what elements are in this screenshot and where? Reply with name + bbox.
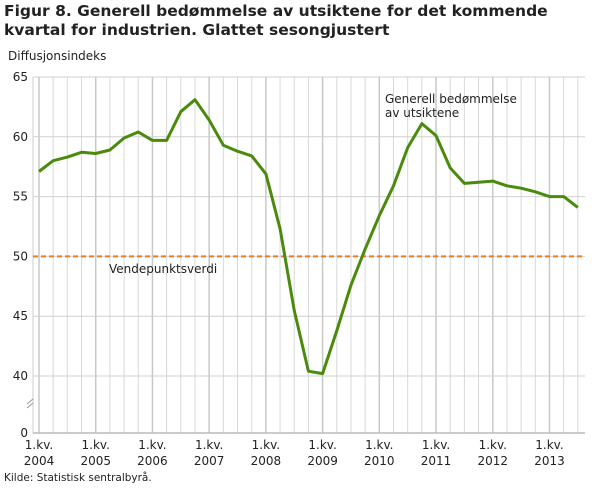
x-tick-label: 1.kv.: [308, 438, 336, 452]
x-tick-label: 1.kv.: [365, 438, 393, 452]
y-axis-label: Diffusjonsindeks: [8, 49, 107, 63]
x-tick-label: 1.kv.: [535, 438, 563, 452]
x-tick-year: 2006: [137, 454, 168, 468]
x-tick-year: 2007: [194, 454, 225, 468]
y-tick-label: 65: [13, 70, 28, 84]
y-tick-label: 50: [13, 249, 28, 263]
x-tick-year: 2005: [80, 454, 111, 468]
series-label: av utsiktene: [385, 106, 459, 120]
y-tick-label: 45: [13, 309, 28, 323]
source-note: Kilde: Statistisk sentralbyrå.: [4, 472, 152, 484]
x-tick-label: 1.kv.: [82, 438, 110, 452]
reference-line-label: Vendepunktsverdi: [109, 262, 217, 276]
series-label: Generell bedømmelse: [385, 92, 517, 106]
y-tick-label: 55: [13, 190, 28, 204]
x-tick-label: 1.kv.: [25, 438, 53, 452]
x-tick-year: 2004: [24, 454, 55, 468]
y-tick-label: 0: [20, 426, 28, 440]
x-tick-label: 1.kv.: [252, 438, 280, 452]
x-tick-year: 2013: [534, 454, 565, 468]
x-tick-year: 2011: [421, 454, 452, 468]
x-tick-label: 1.kv.: [195, 438, 223, 452]
chart-title: Figur 8. Generell bedømmelse av utsikten…: [4, 2, 548, 39]
y-tick-label: 40: [13, 369, 28, 383]
axis-break-icon: [26, 398, 34, 409]
x-tick-label: 1.kv.: [422, 438, 450, 452]
x-tick-year: 2008: [251, 454, 282, 468]
y-tick-label: 60: [13, 130, 28, 144]
x-tick-year: 2012: [477, 454, 508, 468]
x-tick-year: 2010: [364, 454, 395, 468]
x-tick-label: 1.kv.: [138, 438, 166, 452]
x-tick-label: 1.kv.: [479, 438, 507, 452]
x-tick-year: 2009: [307, 454, 338, 468]
